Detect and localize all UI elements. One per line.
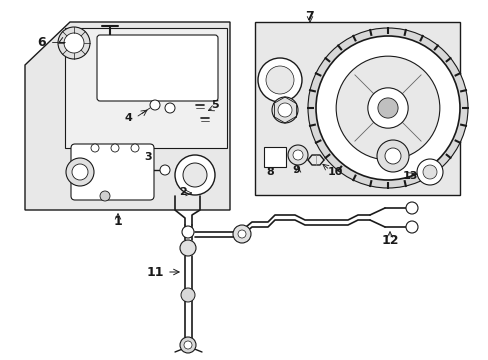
Bar [264, 147, 285, 167]
Circle shape [180, 240, 196, 256]
Circle shape [111, 144, 119, 152]
Text: 1: 1 [113, 216, 122, 229]
Circle shape [292, 150, 303, 160]
Circle shape [238, 230, 245, 238]
Circle shape [416, 159, 442, 185]
Circle shape [377, 98, 397, 118]
Circle shape [307, 28, 467, 188]
Circle shape [91, 144, 99, 152]
Circle shape [58, 27, 90, 59]
Text: 2: 2 [179, 187, 186, 197]
Circle shape [405, 202, 417, 214]
Circle shape [265, 66, 293, 94]
Text: 13: 13 [402, 171, 417, 181]
Bar [65, 28, 226, 148]
Polygon shape [25, 22, 229, 210]
Circle shape [164, 103, 175, 113]
Circle shape [335, 56, 439, 160]
Text: 7: 7 [305, 10, 314, 23]
Circle shape [422, 165, 436, 179]
Circle shape [258, 58, 302, 102]
Circle shape [150, 100, 160, 110]
Circle shape [315, 36, 459, 180]
Text: 9: 9 [291, 165, 299, 175]
Circle shape [182, 226, 194, 238]
Circle shape [180, 337, 196, 353]
Circle shape [181, 288, 195, 302]
Circle shape [183, 341, 192, 349]
Circle shape [131, 144, 139, 152]
Text: 10: 10 [326, 167, 342, 177]
Circle shape [175, 155, 215, 195]
Circle shape [66, 158, 94, 186]
Circle shape [100, 191, 110, 201]
Text: 8: 8 [265, 167, 273, 177]
Bar [254, 22, 459, 195]
Text: 3: 3 [144, 152, 151, 162]
Circle shape [405, 221, 417, 233]
Circle shape [64, 33, 84, 53]
Circle shape [232, 225, 250, 243]
Circle shape [160, 165, 170, 175]
Circle shape [287, 145, 307, 165]
Text: 12: 12 [381, 234, 398, 247]
Text: 6: 6 [38, 36, 46, 49]
Circle shape [367, 88, 407, 128]
Circle shape [183, 163, 206, 187]
Text: 4: 4 [124, 113, 132, 123]
Text: 11: 11 [146, 265, 163, 279]
Text: 5: 5 [211, 100, 218, 110]
Circle shape [376, 140, 408, 172]
Circle shape [271, 97, 297, 123]
Circle shape [278, 103, 291, 117]
Circle shape [72, 164, 88, 180]
FancyBboxPatch shape [97, 35, 218, 101]
Circle shape [384, 148, 400, 164]
FancyBboxPatch shape [71, 144, 154, 200]
